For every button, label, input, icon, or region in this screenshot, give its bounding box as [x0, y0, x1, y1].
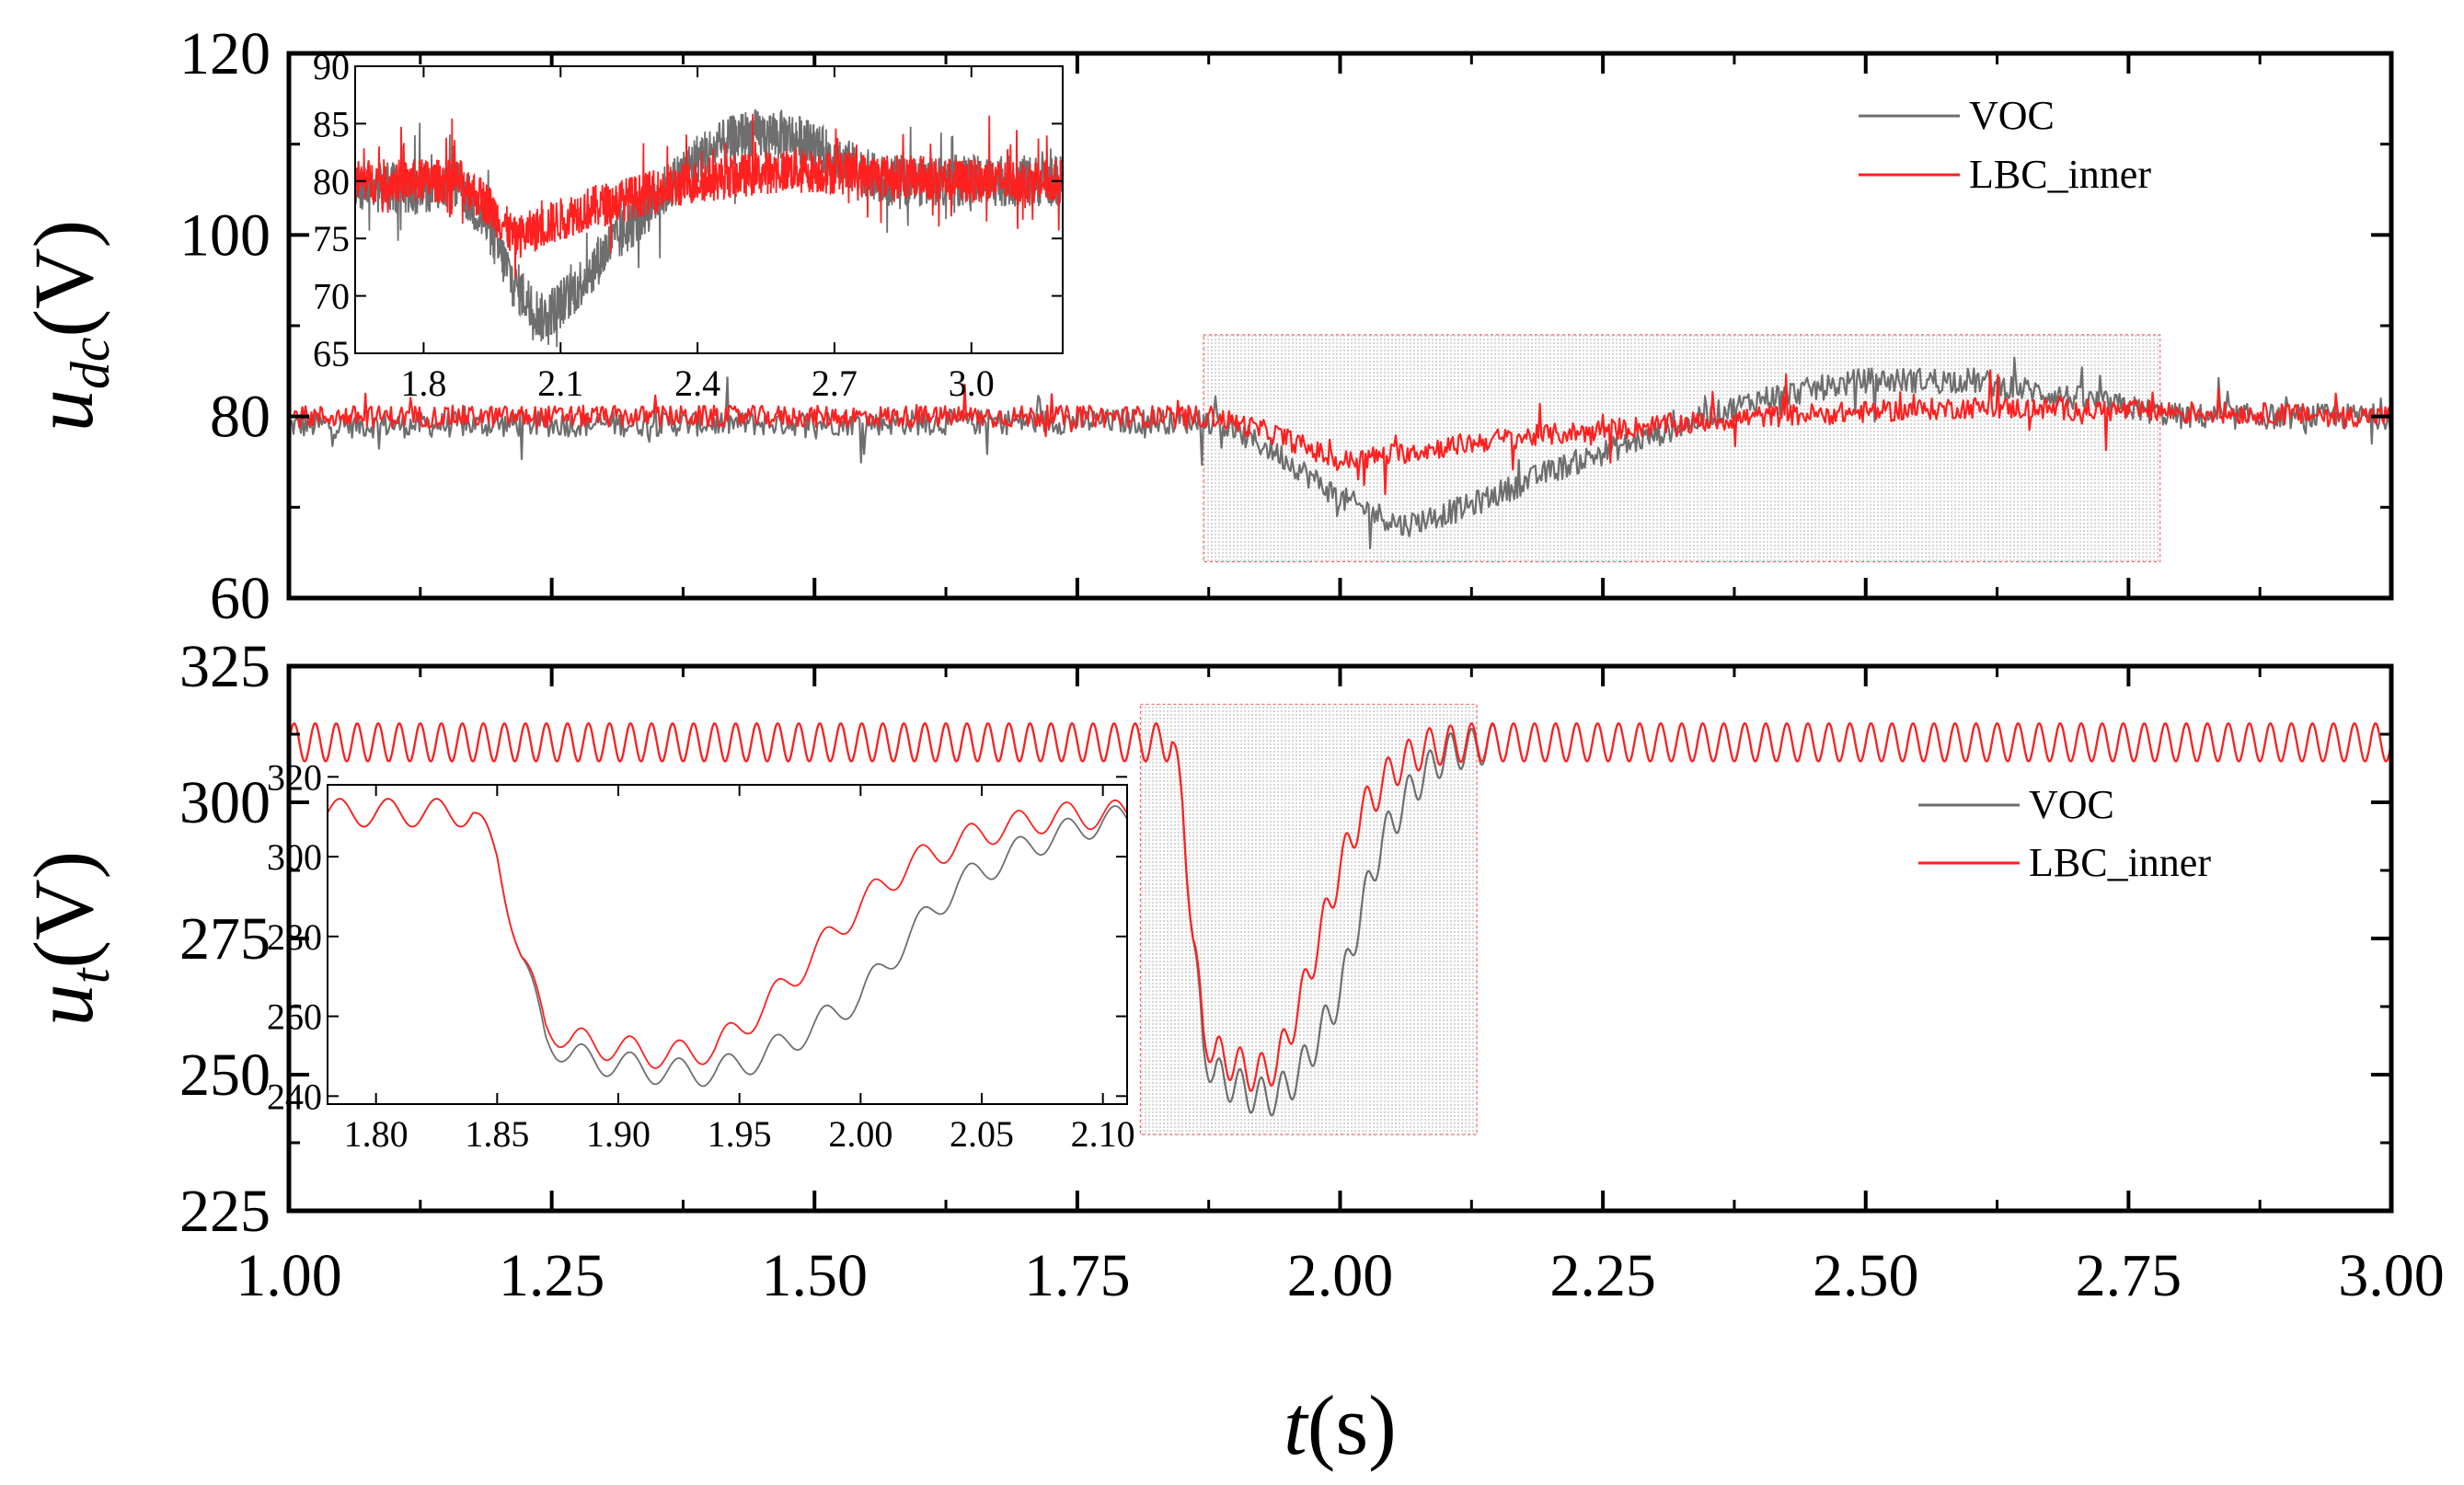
inset-y-tick-label: 260: [267, 996, 322, 1038]
series-line-voc: [289, 356, 2391, 549]
inset-y-tick-label: 90: [313, 46, 350, 87]
x-tick-label: 1.75: [1024, 1242, 1131, 1309]
x-tick-label: 1.50: [762, 1242, 869, 1309]
x-axis-title: t(s): [1284, 1378, 1397, 1472]
legend-label-lbc_inner: LBC_inner: [2029, 840, 2211, 885]
inset-x-tick-label: 1.90: [586, 1113, 651, 1155]
inset-frame-1: [327, 784, 1128, 1105]
inset-y-tick-label: 75: [313, 218, 350, 259]
series-line-lbc_inner: [289, 722, 2391, 1092]
y-axis-unit: (V): [17, 851, 110, 969]
inset-y-tick-label: 65: [313, 333, 350, 374]
y-tick-label: 225: [179, 1178, 271, 1245]
inset-y-tick-label: 320: [267, 756, 322, 798]
x-tick-label: 2.75: [2076, 1242, 2182, 1309]
zoom-region-0: [1203, 334, 2161, 563]
x-axis-symbol: t: [1284, 1378, 1309, 1472]
y-axis-subscript: t: [60, 967, 121, 984]
inset-series-group-1: [328, 798, 1127, 1088]
inset-x-tick-label: 1.85: [465, 1113, 529, 1155]
x-axis-unit: (s): [1307, 1378, 1397, 1472]
inset-x-tick-label: 2.05: [950, 1113, 1014, 1155]
y-tick-label: 100: [179, 201, 271, 269]
inset-x-tick-label: 1.95: [708, 1113, 772, 1155]
inset-series-line-lbc_inner: [328, 798, 1127, 1069]
y-axis-symbol: u: [17, 389, 110, 432]
inset-x-tick-label: 3.0: [949, 363, 995, 404]
inset-x-tick-label: 1.80: [344, 1113, 409, 1155]
legend-label-lbc_inner: LBC_inner: [1969, 152, 2151, 197]
series-line-lbc_inner: [289, 369, 2391, 496]
inset-y-tick-label: 80: [313, 161, 350, 202]
inset-x-tick-label: 2.00: [828, 1113, 892, 1155]
y-tick-label: 325: [179, 633, 271, 700]
inset-y-tick-label: 280: [267, 916, 322, 958]
inset-y-tick-label: 240: [267, 1076, 322, 1117]
y-axis-subscript: dc: [60, 338, 121, 390]
inset-series-line-lbc_inner: [355, 113, 1063, 279]
y-axis-symbol: u: [17, 984, 110, 1026]
inset-background-0: [355, 66, 1063, 353]
inset-background-1: [328, 785, 1127, 1104]
y-tick-label: 80: [210, 384, 271, 451]
inset-x-tick-label: 1.8: [400, 363, 446, 404]
zoom-regions-layer: [1139, 334, 2161, 1135]
x-tick-label: 2.00: [1287, 1242, 1394, 1309]
y-axis-title-1: ut(V): [17, 851, 121, 1026]
inset-series-group-0: [355, 109, 1063, 348]
insets-layer: 65 70 75 80 85 90 1.8 2.1 2.4 2.7 3.0 240 260 280 300 3…: [267, 46, 1135, 1155]
legend-label-voc: VOC: [2029, 782, 2114, 827]
y-tick-label: 275: [179, 905, 271, 973]
inset-y-tick-label: 300: [267, 836, 322, 878]
x-tick-label: 3.00: [2338, 1242, 2445, 1309]
y-tick-label: 300: [179, 769, 271, 836]
inset-x-tick-label: 2.10: [1071, 1113, 1135, 1155]
x-tick-label: 2.50: [1813, 1242, 1919, 1309]
y-axis-unit: (V): [17, 220, 110, 338]
inset-y-tick-label: 70: [313, 276, 350, 317]
ticks-layer: [287, 52, 2393, 1213]
inset-x-tick-label: 2.7: [812, 363, 858, 404]
legends-layer: VOC LBC_inner VOC LBC_inner: [1859, 93, 2211, 885]
legend-label-voc: VOC: [1969, 93, 2055, 138]
y-tick-label: 120: [179, 20, 271, 87]
x-tick-label: 1.00: [236, 1242, 342, 1309]
series-group-1: [289, 722, 2391, 1117]
y-axis-title-0: udc(V): [17, 220, 121, 432]
y-tick-label: 250: [179, 1042, 271, 1109]
inset-x-tick-label: 2.1: [537, 363, 583, 404]
zoom-region-1: [1139, 703, 1478, 1135]
series-layer: [289, 356, 2391, 1117]
series-group-0: [289, 356, 2391, 549]
x-tick-label: 2.25: [1549, 1242, 1656, 1309]
y-tick-label: 60: [210, 565, 271, 632]
inset-y-tick-label: 85: [313, 103, 350, 144]
inset-x-tick-label: 2.4: [674, 363, 720, 404]
x-tick-label: 1.25: [499, 1242, 605, 1309]
inset-frame-0: [354, 65, 1064, 354]
